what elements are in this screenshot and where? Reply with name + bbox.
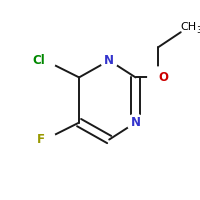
Circle shape (35, 50, 56, 71)
Text: N: N (104, 54, 114, 67)
Text: N: N (131, 116, 141, 129)
Text: Cl: Cl (32, 54, 45, 67)
Circle shape (35, 129, 56, 150)
Text: 3: 3 (196, 26, 200, 35)
Text: F: F (37, 133, 45, 146)
Text: CH: CH (181, 22, 197, 32)
Circle shape (148, 67, 169, 88)
Text: O: O (158, 71, 168, 84)
Circle shape (151, 70, 166, 85)
Circle shape (101, 52, 118, 69)
Circle shape (127, 114, 144, 131)
